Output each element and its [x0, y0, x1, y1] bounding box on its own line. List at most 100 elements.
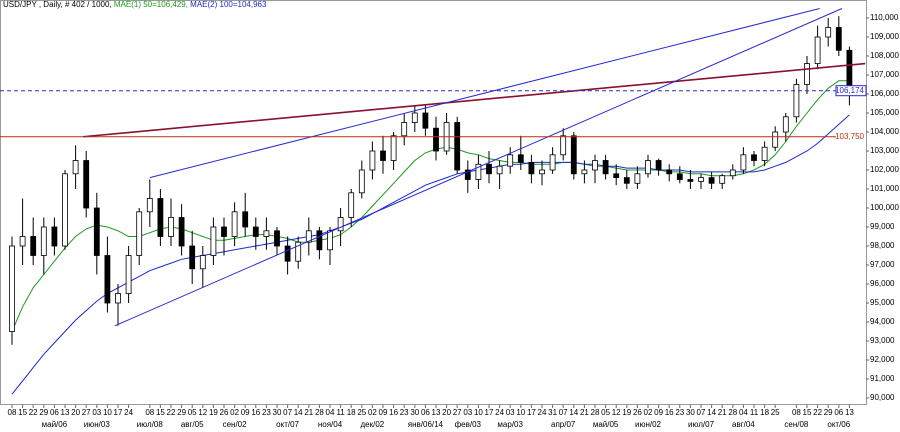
candle-body	[168, 217, 174, 237]
candle-body	[645, 160, 651, 175]
candle-body	[793, 84, 800, 118]
title-ma2: MAE(2) 100=104,963	[190, 0, 267, 9]
candle-body	[804, 63, 810, 85]
candle-body	[178, 217, 185, 247]
y-tick-label: 103,000	[870, 146, 899, 155]
x-tick-label: 12	[612, 408, 621, 417]
candle-body	[708, 177, 715, 184]
x-tick-label: 17	[114, 408, 123, 417]
candle-body	[51, 226, 58, 247]
y-tick-label: 109,000	[870, 32, 899, 41]
x-tick-label: 23	[400, 408, 409, 417]
x-tick-label: 25	[771, 408, 780, 417]
candle-body	[210, 226, 217, 256]
x-month-label: янв/06/14	[408, 420, 444, 429]
level-label-box	[836, 131, 866, 142]
x-month-label: июн/03	[84, 420, 111, 429]
x-tick-label: 30	[686, 408, 695, 417]
candle-body	[401, 122, 408, 137]
x-tick-label: 20	[442, 408, 451, 417]
candle-body	[761, 146, 768, 161]
x-tick-label: 27	[82, 408, 91, 417]
candle-body	[189, 245, 196, 270]
x-tick-label: 14	[569, 408, 578, 417]
candle-body	[772, 131, 779, 148]
x-tick-label: 08	[145, 408, 154, 417]
candle-body	[369, 150, 376, 171]
x-tick-label: 02	[368, 408, 377, 417]
x-tick-label: 30	[410, 408, 419, 417]
candle-body	[539, 169, 545, 175]
candle-body	[284, 245, 291, 262]
x-tick-label: 06	[421, 408, 430, 417]
x-tick-label: 19	[622, 408, 631, 417]
y-tick-label: 93,000	[870, 336, 895, 345]
trend-line	[114, 8, 843, 327]
moving-average-line	[11, 80, 850, 332]
x-tick-label: 15	[156, 408, 165, 417]
x-month-label: авг/04	[732, 420, 755, 429]
candle-body	[295, 241, 302, 262]
x-tick-label: 16	[389, 408, 398, 417]
y-tick-label: 91,000	[870, 374, 895, 383]
candle-body	[634, 173, 641, 184]
candle-body	[825, 27, 832, 38]
x-tick-label: 22	[813, 408, 822, 417]
candle-body	[305, 230, 312, 243]
candle-body	[411, 112, 418, 123]
x-month-label: фев/03	[455, 420, 482, 429]
x-month-label: авг/05	[181, 420, 204, 429]
candle-body	[337, 217, 344, 232]
y-tick-label: 96,000	[870, 279, 895, 288]
x-tick-label: 13	[432, 408, 441, 417]
candle-body	[104, 255, 111, 304]
x-tick-label: 25	[357, 408, 366, 417]
x-tick-label: 09	[379, 408, 388, 417]
candle-body	[687, 179, 694, 182]
x-tick-label: 06	[50, 408, 59, 417]
candle-body	[358, 169, 365, 194]
x-tick-label: 03	[463, 408, 472, 417]
x-tick-label: 02	[230, 408, 239, 417]
chart-title: USD/JPY , Daily, # 402 / 1000, MAE(1) 50…	[3, 0, 267, 9]
level-label: 106,174	[835, 86, 864, 95]
x-tick-label: 21	[580, 408, 589, 417]
x-tick-label: 27	[453, 408, 462, 417]
x-tick-label: 13	[845, 408, 854, 417]
x-tick-label: 24	[495, 408, 504, 417]
candle-body	[221, 226, 227, 237]
candle-body	[454, 122, 461, 171]
candle-body	[464, 169, 471, 180]
y-tick-label: 95,000	[870, 298, 895, 307]
x-tick-label: 21	[304, 408, 313, 417]
candle-body	[115, 293, 121, 304]
candle-body	[30, 236, 37, 256]
moving-average-line	[11, 114, 850, 395]
candle-body	[751, 154, 757, 161]
y-tick-label: 92,000	[870, 355, 895, 364]
x-tick-label: 03	[92, 408, 101, 417]
candle-body	[390, 135, 397, 161]
x-tick-label: 15	[803, 408, 812, 417]
x-tick-label: 29	[824, 408, 833, 417]
candle-body	[475, 163, 482, 180]
plot-area	[9, 8, 866, 395]
x-tick-label: 31	[548, 408, 557, 417]
y-tick-label: 99,000	[870, 222, 895, 231]
title-ma1: MAE(1) 50=106,429,	[114, 0, 188, 9]
candle-body	[602, 160, 609, 175]
candle-body	[146, 198, 153, 213]
x-tick-label: 07	[697, 408, 706, 417]
x-tick-label: 15	[18, 408, 27, 417]
candle-body	[496, 165, 503, 175]
x-tick-label: 22	[167, 408, 176, 417]
x-tick-label: 18	[760, 408, 769, 417]
x-month-label: июл/08	[137, 420, 164, 429]
x-tick-label: 04	[326, 408, 335, 417]
x-tick-label: 24	[538, 408, 547, 417]
candle-body	[242, 211, 249, 228]
candle-body	[835, 27, 842, 51]
candle-body	[740, 154, 747, 171]
y-tick-label: 102,000	[870, 165, 899, 174]
candle-body	[136, 211, 143, 256]
